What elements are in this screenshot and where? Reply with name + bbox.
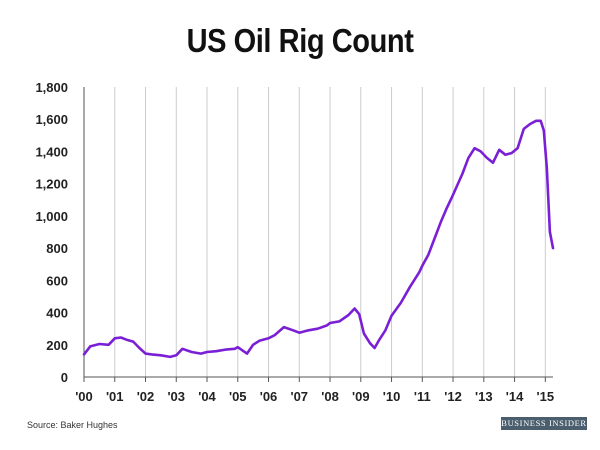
x-tick-label: '04 <box>198 389 216 404</box>
series-line-rig-count <box>82 119 555 359</box>
y-tick-label: 1,200 <box>35 177 68 192</box>
x-tick-label: '12 <box>444 389 462 404</box>
x-tick-label: '10 <box>383 389 401 404</box>
x-tick-label: '06 <box>260 389 278 404</box>
brand-logo: BUSINESS INSIDER <box>501 417 587 430</box>
x-tick-label: '11 <box>414 389 431 404</box>
y-tick-label: 1,800 <box>35 80 68 95</box>
grid-lines <box>114 87 546 377</box>
x-tick-label: '09 <box>352 389 370 404</box>
y-tick-label: 400 <box>46 306 68 321</box>
y-tick-label: 200 <box>46 338 68 353</box>
y-axis-tick-labels: 0 200 400 600 800 1,000 1,200 1,400 1,600 1,800 <box>35 80 68 385</box>
x-tick-label: '00 <box>75 389 93 404</box>
x-tick-label: '05 <box>229 389 247 404</box>
x-tick-label: '08 <box>321 389 339 404</box>
x-tick-label: '15 <box>537 389 555 404</box>
x-tick-label: '02 <box>137 389 155 404</box>
y-tick-label: 1,400 <box>35 144 68 159</box>
x-axis-tick-labels: '00 '01 '02 '03 '04 '05 '06 '07 '08 '09 '10 '11 '12 '… <box>75 389 554 404</box>
y-tick-label: 0 <box>61 370 68 385</box>
x-tick-label: '07 <box>290 389 308 404</box>
y-tick-label: 1,600 <box>35 112 68 127</box>
axes <box>83 87 553 382</box>
y-tick-label: 600 <box>46 273 68 288</box>
x-tick-label: '14 <box>506 389 524 404</box>
x-tick-label: '01 <box>106 389 124 404</box>
chart-title: US Oil Rig Count <box>186 22 414 59</box>
source-note: Source: Baker Hughes <box>27 420 118 430</box>
y-tick-label: 1,000 <box>35 209 68 224</box>
y-tick-label: 800 <box>46 241 68 256</box>
x-tick-label: '13 <box>475 389 493 404</box>
x-tick-label: '03 <box>167 389 185 404</box>
series-layer <box>82 119 555 359</box>
